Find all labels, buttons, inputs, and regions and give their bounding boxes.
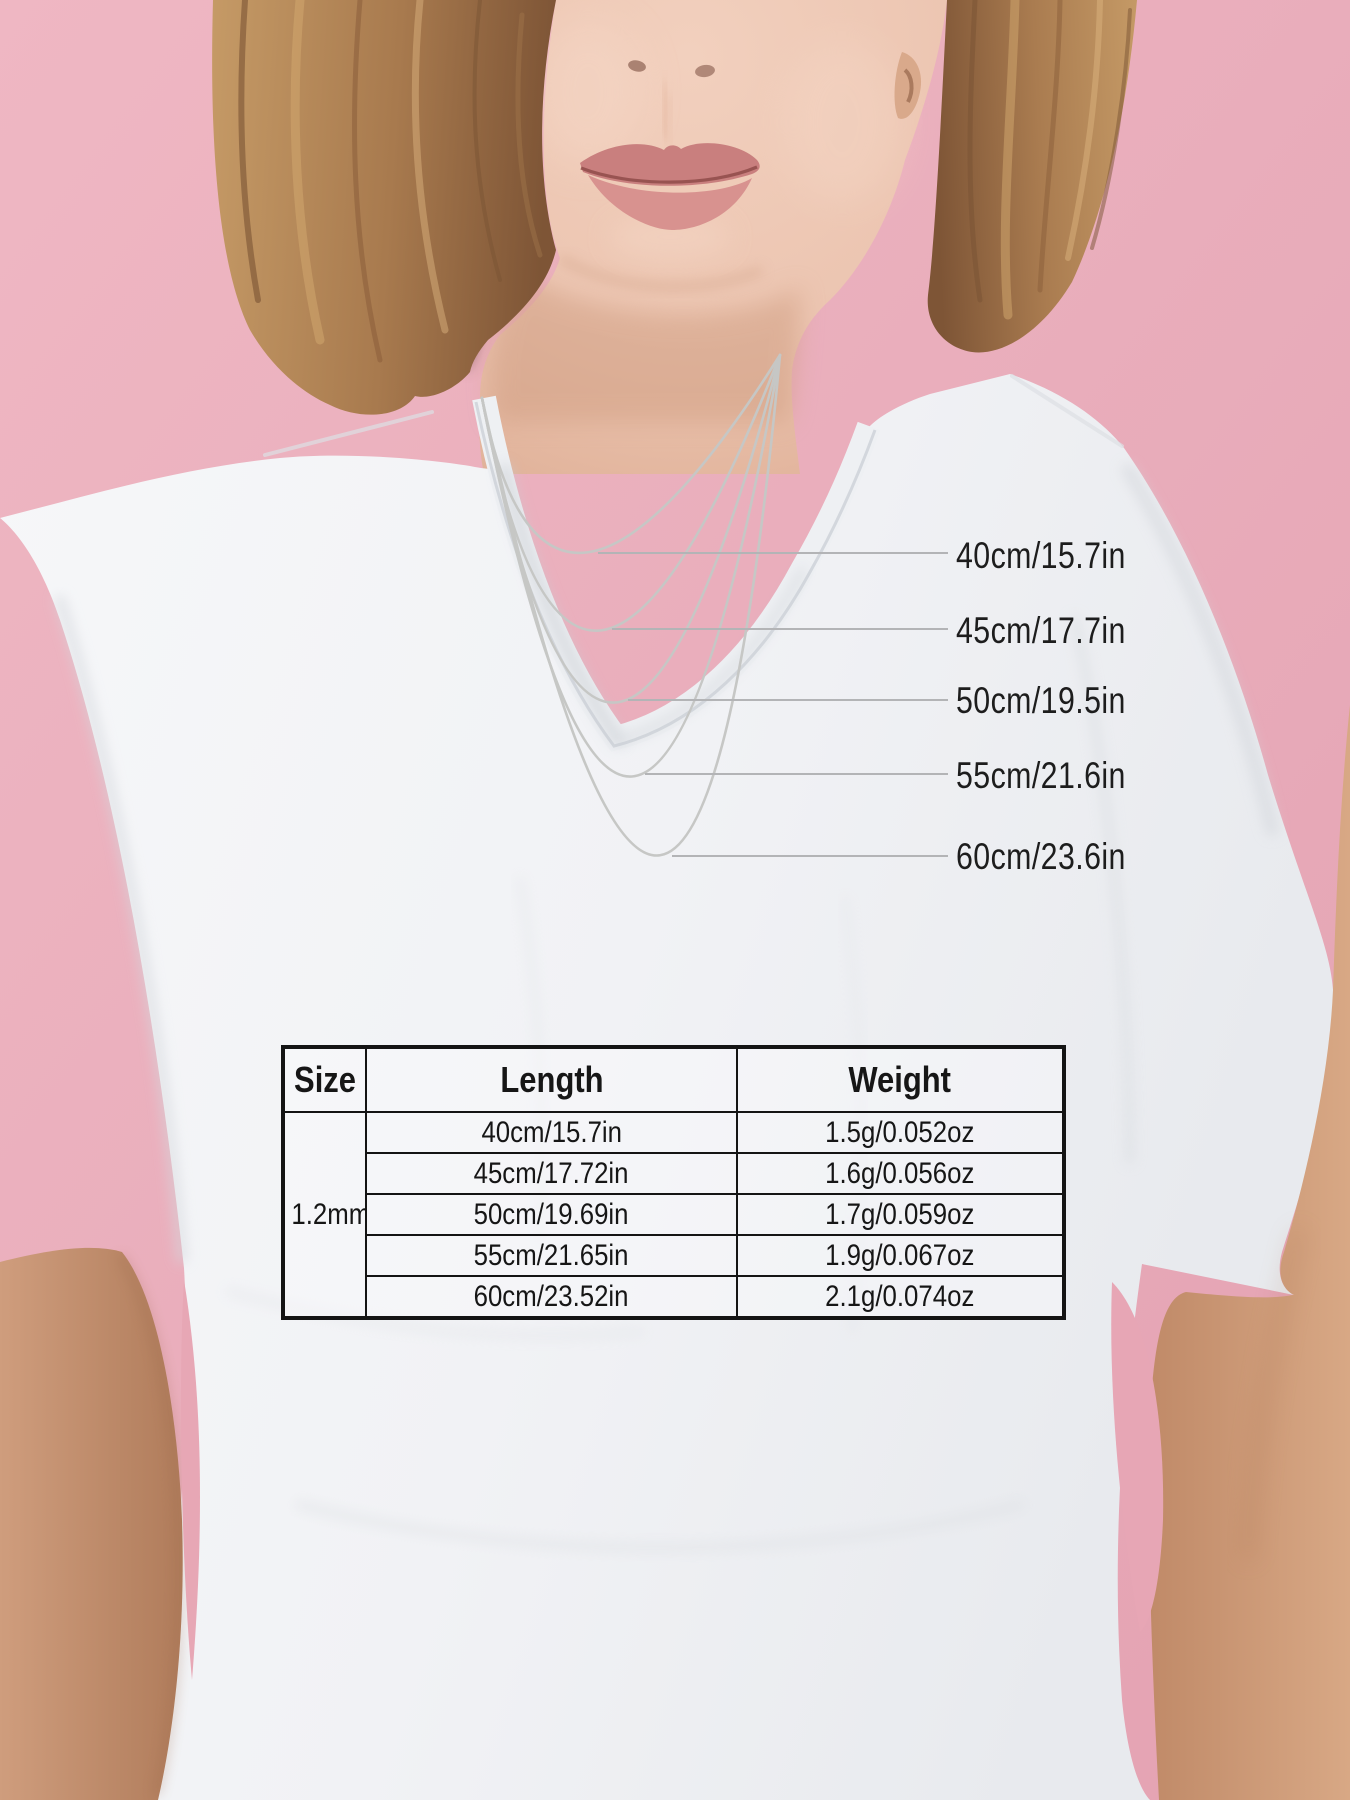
size-chart: Size Length Weight 1.2mm 40cm/15.7in 1.5…: [281, 1045, 1066, 1320]
size-value-cell: 1.2mm: [282, 1111, 367, 1319]
column-header-weight: Weight: [736, 1046, 1065, 1113]
length-label-45cm: 45cm/17.7in: [956, 610, 1126, 651]
length-label-55cm: 55cm/21.6in: [956, 755, 1126, 796]
length-cell: 50cm/19.69in: [365, 1193, 738, 1236]
table-row: 55cm/21.65in 1.9g/0.067oz: [283, 1234, 1065, 1277]
weight-cell: 1.7g/0.059oz: [736, 1193, 1065, 1236]
lips: [580, 143, 760, 230]
hair-strands: [238, 0, 1132, 363]
nose: [660, 81, 669, 137]
model-face-neck: [479, 0, 947, 474]
table-row: 60cm/23.52in 2.1g/0.074oz: [283, 1275, 1065, 1319]
weight-cell: 1.6g/0.056oz: [736, 1152, 1065, 1195]
length-cell: 40cm/15.7in: [365, 1111, 738, 1154]
weight-cell: 1.5g/0.052oz: [736, 1111, 1065, 1154]
weight-cell: 1.9g/0.067oz: [736, 1234, 1065, 1277]
length-label-60cm: 60cm/23.6in: [956, 836, 1126, 877]
length-label-40cm: 40cm/15.7in: [956, 535, 1126, 576]
necklace-chain-55cm: [480, 353, 782, 778]
length-label-50cm: 50cm/19.5in: [956, 680, 1126, 721]
left-arm: [0, 1247, 183, 1800]
philtrum: [663, 93, 674, 145]
table-row: 1.2mm 40cm/15.7in 1.5g/0.052oz: [282, 1111, 1065, 1319]
nostril-left: [628, 60, 646, 72]
length-cell: 55cm/21.65in: [365, 1234, 738, 1277]
background-gap-right: [1111, 1282, 1164, 1632]
column-header-size: Size: [282, 1046, 367, 1113]
necklace-chains: [480, 353, 782, 857]
column-header-length: Length: [365, 1046, 738, 1113]
table-row: 45cm/17.72in 1.6g/0.056oz: [283, 1152, 1065, 1195]
model-face-details: [580, 52, 922, 230]
model-arms: [0, 705, 1350, 1800]
necklace-chain-60cm: [480, 353, 782, 857]
table-header-row: Size Length Weight: [282, 1046, 1065, 1113]
nostril-right: [695, 64, 715, 78]
weight-cell: 2.1g/0.074oz: [736, 1275, 1065, 1319]
length-cell: 45cm/17.72in: [365, 1152, 738, 1195]
table-row: 50cm/19.69in 1.7g/0.059oz: [283, 1193, 1065, 1236]
size-chart-table: Size Length Weight 1.2mm 40cm/15.7in 1.5…: [281, 1045, 1066, 1320]
necklace-chain-40cm: [480, 353, 782, 555]
ear: [894, 52, 922, 119]
model-hair-right: [927, 0, 1137, 353]
right-arm: [1148, 705, 1350, 1800]
length-leader-lines: [598, 552, 948, 857]
model-hair: [212, 0, 1137, 415]
background-gap-left: [180, 1280, 200, 1680]
length-cell: 60cm/23.52in: [365, 1275, 738, 1319]
